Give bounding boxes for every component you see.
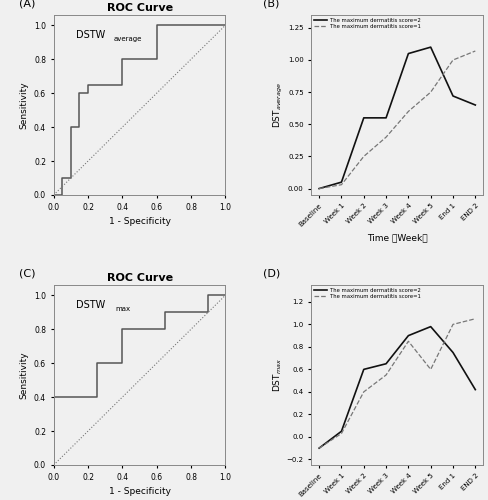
Text: (B): (B) [263,0,280,8]
Text: average: average [114,36,142,42]
Title: ROC Curve: ROC Curve [106,3,173,13]
Text: max: max [116,306,131,312]
X-axis label: Time （Week）: Time （Week） [367,234,427,242]
Text: (A): (A) [20,0,36,8]
Title: ROC Curve: ROC Curve [106,273,173,283]
Y-axis label: Sensitivity: Sensitivity [20,351,28,399]
X-axis label: 1 - Specificity: 1 - Specificity [108,487,171,496]
Text: (C): (C) [20,268,36,278]
X-axis label: 1 - Specificity: 1 - Specificity [108,217,171,226]
Y-axis label: DST$_{max}$: DST$_{max}$ [271,358,284,392]
Text: DSTW: DSTW [76,30,105,40]
Legend: The maximum dermatitis score=2, The maximum dermatitis score=1: The maximum dermatitis score=2, The maxi… [314,288,421,299]
Y-axis label: DST$_{average}$: DST$_{average}$ [272,82,285,128]
Text: DSTW: DSTW [76,300,105,310]
Y-axis label: Sensitivity: Sensitivity [20,81,28,129]
Legend: The maximum dermatitis score=2, The maximum dermatitis score=1: The maximum dermatitis score=2, The maxi… [314,18,421,29]
Text: (D): (D) [263,268,281,278]
